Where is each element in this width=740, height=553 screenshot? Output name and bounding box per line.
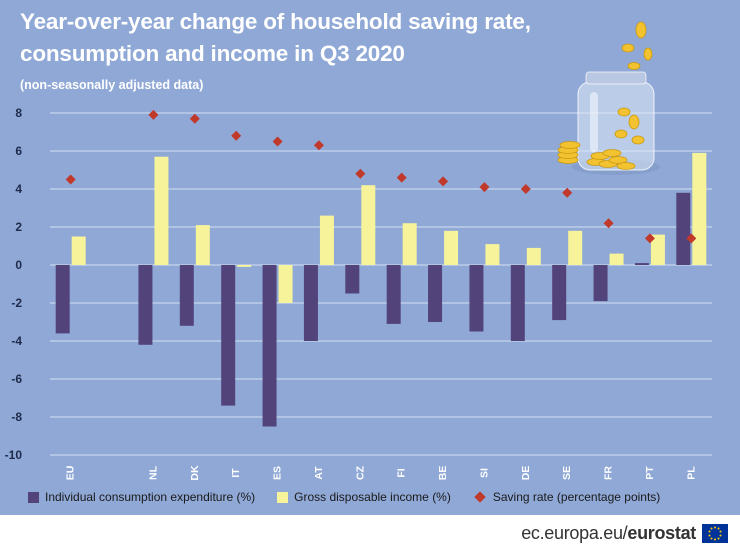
y-tick-label: 0 <box>15 258 22 272</box>
chart-title-line-2: consumption and income in Q3 2020 <box>20 41 405 66</box>
bar-income-eu <box>71 236 86 265</box>
bar-income-it <box>237 265 252 267</box>
legend-item-consumption: Individual consumption expenditure (%) <box>28 490 255 504</box>
bar-income-si <box>485 244 500 265</box>
bar-income-at <box>319 215 334 265</box>
marker-saving-si <box>479 182 490 193</box>
bar-income-be <box>444 230 459 265</box>
marker-saving-fi <box>396 172 407 183</box>
bar-consumption-dk <box>179 265 194 326</box>
legend-swatch-consumption <box>28 491 39 503</box>
bar-consumption-fr <box>593 265 608 302</box>
marker-saving-at <box>313 140 324 151</box>
chart-subtitle: (non-seasonally adjusted data) <box>20 78 204 92</box>
bar-consumption-eu <box>55 265 70 334</box>
x-tick-label: DE <box>520 466 532 481</box>
y-tick-label: -4 <box>11 334 22 348</box>
y-tick-label: -6 <box>11 372 22 386</box>
source-link[interactable]: ec.europa.eu/eurostat <box>521 523 696 544</box>
coin-jar-icon <box>557 21 660 175</box>
eu-flag-icon <box>702 523 728 543</box>
legend-item-income: Gross disposable income (%) <box>277 490 451 504</box>
bar-consumption-cz <box>345 265 360 294</box>
bar-income-pt <box>650 234 665 265</box>
marker-saving-dk <box>189 113 200 124</box>
bar-income-nl <box>154 156 169 265</box>
bar-income-pl <box>692 152 707 265</box>
bar-income-es <box>278 265 293 303</box>
marker-saving-se <box>562 187 573 198</box>
marker-saving-es <box>272 136 283 147</box>
marker-saving-pl <box>686 233 697 244</box>
bar-consumption-at <box>303 265 318 341</box>
bar-consumption-pl <box>676 192 691 265</box>
legend-label-income: Gross disposable income (%) <box>294 490 451 504</box>
y-tick-label: 8 <box>15 106 22 120</box>
marker-saving-de <box>520 184 531 194</box>
x-tick-label: DK <box>189 465 201 481</box>
x-tick-label: EU <box>65 466 77 481</box>
marker-saving-nl <box>148 109 159 120</box>
bar-income-fi <box>402 223 417 265</box>
marker-saving-be <box>438 176 449 187</box>
marker-saving-cz <box>355 168 366 179</box>
x-axis-ticks: EU NL DK IT ES AT CZ FI BE SI DE SE FR PT PL <box>65 465 698 481</box>
bar-income-se <box>568 230 583 265</box>
bar-consumption-it <box>221 265 236 406</box>
bar-income-cz <box>361 185 376 265</box>
legend-swatch-income <box>277 491 289 503</box>
y-tick-label: -8 <box>11 410 22 424</box>
source-footer: ec.europa.eu/eurostat <box>521 519 728 547</box>
x-tick-label: SI <box>478 468 490 478</box>
x-tick-label: FR <box>603 466 615 480</box>
bar-consumption-se <box>552 265 567 321</box>
bar-income-fr <box>609 253 624 265</box>
bar-consumption-de <box>510 265 525 341</box>
x-tick-label: PL <box>685 466 697 480</box>
y-axis-ticks: 8 6 4 2 0 -2 -4 -6 -8 -10 <box>5 106 23 462</box>
source-domain: ec.europa.eu/ <box>521 522 628 543</box>
chart-title-line-1: Year-over-year change of household savin… <box>20 9 531 34</box>
y-tick-label: 6 <box>15 144 22 158</box>
x-tick-label: CZ <box>354 465 366 480</box>
source-brand: eurostat <box>627 522 696 543</box>
saving-markers <box>65 109 697 244</box>
y-tick-label: 2 <box>15 220 22 234</box>
legend-item-saving: Saving rate (percentage points) <box>473 490 660 504</box>
y-tick-label: -10 <box>5 448 23 462</box>
marker-saving-it <box>231 130 242 141</box>
bar-consumption-be <box>428 265 443 322</box>
bar-consumption-nl <box>138 265 153 345</box>
x-tick-label: ES <box>272 466 284 480</box>
bar-income-de <box>526 247 541 265</box>
x-tick-label: IT <box>230 468 242 478</box>
bar-consumption-si <box>469 265 484 332</box>
legend-marker-saving <box>474 491 486 503</box>
marker-saving-eu <box>65 174 76 185</box>
bar-consumption-es <box>262 265 277 427</box>
bars <box>55 152 707 427</box>
x-tick-label: PT <box>644 466 656 480</box>
x-tick-label: BE <box>437 466 449 481</box>
y-tick-label: -2 <box>11 296 22 310</box>
bar-consumption-pt <box>634 263 649 265</box>
x-tick-label: AT <box>313 466 325 480</box>
chart-legend: Individual consumption expenditure (%) G… <box>28 488 660 506</box>
y-tick-label: 4 <box>15 182 22 196</box>
bar-consumption-fi <box>386 265 401 324</box>
x-tick-label: NL <box>147 465 159 480</box>
marker-saving-fr <box>603 218 614 229</box>
bar-income-dk <box>195 225 210 265</box>
legend-label-consumption: Individual consumption expenditure (%) <box>45 490 256 504</box>
x-tick-label: FI <box>396 468 408 477</box>
marker-saving-pt <box>644 233 655 244</box>
x-tick-label: SE <box>561 466 573 480</box>
legend-label-saving: Saving rate (percentage points) <box>492 490 661 504</box>
